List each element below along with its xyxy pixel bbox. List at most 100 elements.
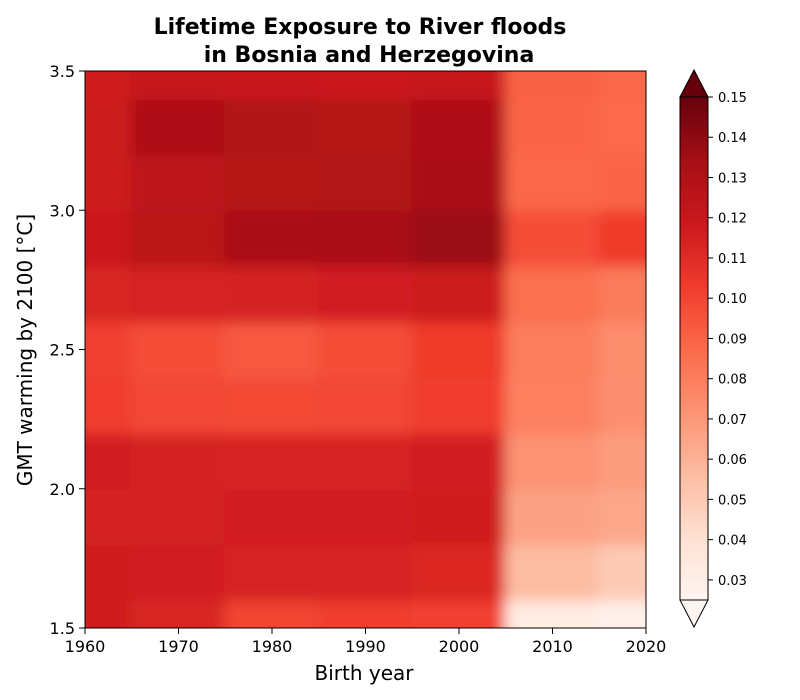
colorbar-tick-label: 0.11 [718, 252, 747, 267]
heatmap-cell [504, 209, 601, 267]
colorbar-tick-label: 0.05 [718, 493, 747, 508]
heatmap-cell [130, 264, 227, 323]
x-tick-label: 1980 [252, 637, 293, 656]
heatmap-cell [598, 97, 646, 156]
heatmap-cell [504, 543, 601, 602]
y-tick-label: 3.5 [50, 62, 75, 81]
heatmap-cell [85, 153, 133, 212]
heatmap-cell [598, 264, 646, 323]
heatmap-cell [504, 264, 601, 323]
heatmap-cell [85, 376, 133, 435]
heatmap-cell [598, 209, 646, 267]
x-tick-label: 1970 [158, 637, 199, 656]
heatmap-cell [317, 320, 414, 379]
heatmap-cell [130, 432, 227, 490]
colorbar-tick-label: 0.10 [718, 292, 747, 307]
heatmap-cell [224, 543, 320, 602]
colorbar-extend-min [679, 599, 709, 629]
heatmap-cell [224, 264, 320, 323]
colorbar-tick-label: 0.13 [718, 171, 747, 186]
heatmap-cell [224, 320, 320, 379]
heatmap-cell [317, 599, 414, 628]
chart-title-line2: in Bosnia and Herzegovina [204, 43, 535, 68]
colorbar-ticks: 0.03 0.04 0.05 0.06 0.07 0.08 0.09 0.10 0.11 0.12… [708, 91, 747, 589]
heatmap-cell [130, 97, 227, 156]
heatmap-cell [130, 71, 227, 100]
colorbar-tick-label: 0.15 [718, 91, 747, 106]
heatmap-cell [85, 209, 133, 267]
heatmap [85, 71, 646, 628]
colorbar: 0.03 0.04 0.05 0.06 0.07 0.08 0.09 0.10 0.11 0.12… [679, 68, 747, 629]
heatmap-cell [130, 320, 227, 379]
heatmap-cell [85, 320, 133, 379]
heatmap-cell [411, 264, 507, 323]
heatmap-cell [317, 71, 414, 100]
colorbar-tick-label: 0.12 [718, 212, 747, 227]
heatmap-cell [598, 71, 646, 100]
heatmap-cell [317, 264, 414, 323]
heatmap-cell [598, 432, 646, 490]
heatmap-cell [598, 320, 646, 379]
x-tick-label: 2000 [439, 637, 480, 656]
colorbar-tick-label: 0.03 [718, 574, 747, 589]
heatmap-cell [504, 71, 601, 100]
heatmap-cell [130, 376, 227, 435]
heatmap-cell [598, 599, 646, 628]
heatmap-cell [411, 209, 507, 267]
heatmap-cell [130, 599, 227, 628]
heatmap-cell [411, 376, 507, 435]
heatmap-cell [130, 209, 227, 267]
colorbar-extend-max [679, 68, 709, 98]
colorbar-tick-label: 0.07 [718, 413, 747, 428]
y-tick-label: 3.0 [50, 201, 75, 220]
heatmap-cell [224, 71, 320, 100]
x-tick-label: 1960 [65, 637, 106, 656]
heatmap-cell [85, 97, 133, 156]
heatmap-cell [85, 432, 133, 490]
heatmap-cell [224, 432, 320, 490]
heatmap-cell [317, 376, 414, 435]
heatmap-cell [504, 487, 601, 546]
heatmap-cell [411, 487, 507, 546]
x-tick-label: 1990 [345, 637, 386, 656]
y-axis-label: GMT warming by 2100 [°C] [13, 214, 37, 486]
heatmap-cell [85, 543, 133, 602]
heatmap-cell [317, 153, 414, 212]
y-tick-label: 2.0 [50, 480, 75, 499]
heatmap-cell [598, 543, 646, 602]
heatmap-cell [317, 209, 414, 267]
heatmap-cell [317, 97, 414, 156]
heatmap-cell [411, 153, 507, 212]
heatmap-cell [598, 153, 646, 212]
heatmap-cell [504, 97, 601, 156]
heatmap-cell [85, 599, 133, 628]
heatmap-cell [411, 97, 507, 156]
colorbar-tick-label: 0.06 [718, 453, 747, 468]
heatmap-cell [85, 264, 133, 323]
colorbar-tick-label: 0.14 [718, 131, 747, 146]
heatmap-cell [224, 487, 320, 546]
heatmap-cell [224, 376, 320, 435]
x-axis: 1960 1970 1980 1990 2000 2010 2020 [65, 628, 666, 656]
heatmap-cell [224, 599, 320, 628]
heatmap-cell [224, 153, 320, 212]
y-tick-label: 2.5 [50, 341, 75, 360]
colorbar-gradient [680, 97, 708, 600]
x-axis-label: Birth year [315, 661, 415, 685]
heatmap-cell [130, 543, 227, 602]
heatmap-cell [130, 487, 227, 546]
heatmap-cell [317, 487, 414, 546]
heatmap-cell [224, 97, 320, 156]
chart-title-line1: Lifetime Exposure to River floods [154, 15, 567, 40]
heatmap-cell [598, 376, 646, 435]
heatmap-cell [411, 432, 507, 490]
heatmap-cell [504, 320, 601, 379]
heatmap-cell [130, 153, 227, 212]
y-tick-label: 1.5 [50, 619, 75, 638]
heatmap-cell [504, 153, 601, 212]
heatmap-cell [504, 376, 601, 435]
heatmap-cell [411, 71, 507, 100]
colorbar-frame [679, 96, 709, 601]
heatmap-cell [411, 320, 507, 379]
